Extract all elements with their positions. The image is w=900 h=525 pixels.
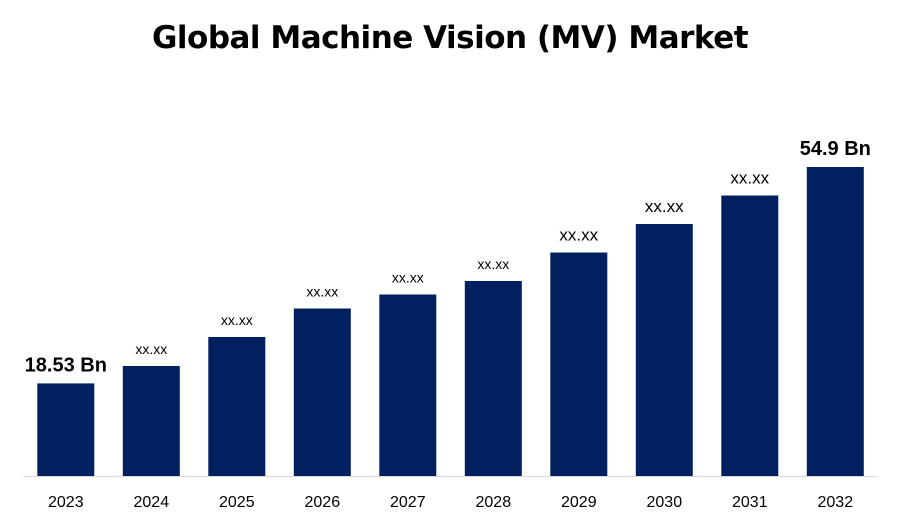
x-tick-labels-layer: 2023 2024 2025 2026 2027 2028 2029 2030 2031 2032 <box>48 494 853 511</box>
x-tick-2023: 2023 <box>48 494 84 511</box>
x-tick-2030: 2030 <box>647 494 683 511</box>
bar-2025 <box>208 337 266 476</box>
data-label-2032: 54.9 Bn <box>800 138 871 160</box>
data-label-2026: xx.xx <box>306 284 338 300</box>
x-tick-2024: 2024 <box>134 494 170 511</box>
bars-layer <box>37 167 864 477</box>
bar-2028 <box>464 281 522 476</box>
data-label-2031: xx.xx <box>730 169 769 188</box>
data-label-2024: xx.xx <box>135 341 167 357</box>
data-label-2023: 18.53 Bn <box>25 354 107 376</box>
bar-2024 <box>122 366 180 476</box>
data-labels-layer: 18.53 Bn xx.xx xx.xx xx.xx xx.xx xx.xx xx.xx xx… <box>25 138 871 376</box>
x-tick-2031: 2031 <box>732 494 768 511</box>
x-tick-2028: 2028 <box>476 494 512 511</box>
x-tick-2029: 2029 <box>561 494 597 511</box>
data-label-2029: xx.xx <box>559 226 598 245</box>
data-label-2027: xx.xx <box>392 270 424 286</box>
bar-2026 <box>293 308 351 476</box>
bar-2027 <box>379 294 437 476</box>
x-tick-2027: 2027 <box>390 494 426 511</box>
data-label-2030: xx.xx <box>645 197 684 216</box>
bar-2023 <box>37 383 95 477</box>
data-label-2028: xx.xx <box>477 256 509 272</box>
x-tick-2026: 2026 <box>305 494 341 511</box>
bar-2031 <box>721 195 779 476</box>
chart-title: Global Machine Vision (MV) Market <box>151 20 749 56</box>
bar-2030 <box>635 224 693 476</box>
bar-2032 <box>806 167 864 476</box>
x-tick-2032: 2032 <box>818 494 854 511</box>
bar-2029 <box>550 252 608 476</box>
x-tick-2025: 2025 <box>219 494 255 511</box>
data-label-2025: xx.xx <box>221 312 253 328</box>
